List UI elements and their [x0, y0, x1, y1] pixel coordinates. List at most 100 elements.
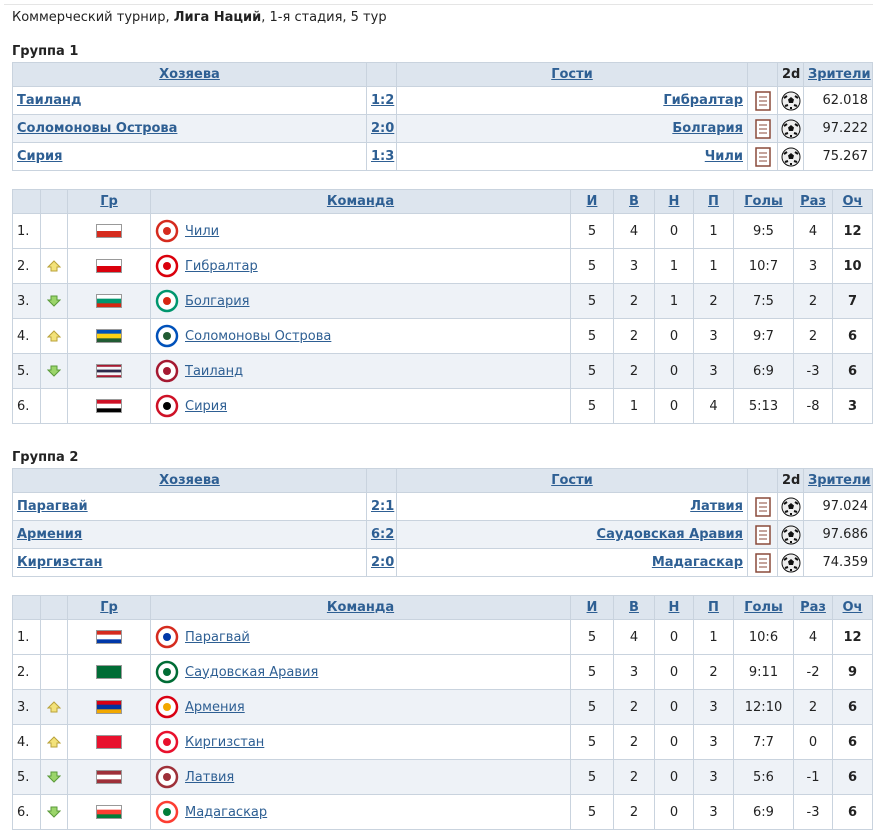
- score[interactable]: 2:1: [371, 499, 395, 514]
- team-link[interactable]: Сирия: [185, 398, 228, 414]
- away-team[interactable]: Латвия: [690, 499, 743, 514]
- flag: [96, 399, 122, 414]
- stat: 6: [832, 759, 873, 795]
- header-link[interactable]: Голы: [744, 600, 783, 615]
- team-link[interactable]: Армения: [185, 699, 245, 715]
- header-link[interactable]: Гости: [551, 67, 593, 82]
- home-team[interactable]: Армения: [17, 527, 83, 542]
- ball-link[interactable]: [781, 91, 801, 110]
- ball-link[interactable]: [781, 525, 801, 544]
- header-link[interactable]: Зрители: [808, 473, 871, 488]
- team-link[interactable]: Чили: [185, 223, 220, 239]
- stat: -1: [793, 759, 833, 795]
- team-link[interactable]: Мадагаскар: [185, 804, 268, 820]
- protocol-link[interactable]: [754, 118, 772, 139]
- tbody: 1. Парагвай 5 4 0 1 10:6 4 12 2. Саудовская Аравия…: [12, 619, 873, 830]
- header-link[interactable]: Н: [668, 600, 680, 615]
- header-link[interactable]: В: [629, 600, 639, 615]
- stat: 5: [570, 318, 614, 354]
- home-team[interactable]: Соломоновы Острова: [17, 121, 178, 136]
- header-link[interactable]: Н: [668, 194, 680, 209]
- tbody: Парагвай 2:1 Латвия 97.024 Армения 6:2 Саудовс…: [12, 492, 873, 577]
- stat: 6: [832, 353, 873, 389]
- protocol-link[interactable]: [754, 552, 772, 573]
- team: Парагвай: [155, 625, 566, 649]
- home-team[interactable]: Парагвай: [17, 499, 88, 514]
- home-team[interactable]: Таиланд: [17, 93, 82, 108]
- team-link[interactable]: Киргизстан: [185, 734, 265, 750]
- header-link[interactable]: П: [708, 600, 719, 615]
- header-link[interactable]: Гости: [551, 473, 593, 488]
- score[interactable]: 1:2: [371, 93, 395, 108]
- team-link[interactable]: Саудовская Аравия: [185, 664, 319, 680]
- protocol-link[interactable]: [754, 524, 772, 545]
- score[interactable]: 6:2: [371, 527, 395, 542]
- protocol-cell: [747, 142, 778, 171]
- ball-link[interactable]: [781, 147, 801, 166]
- flag: [96, 294, 122, 309]
- protocol-link[interactable]: [754, 496, 772, 517]
- stat: 5: [570, 213, 614, 249]
- standing-row: 4. Соломоновы Острова 5 2 0 3 9:7 2 6: [12, 318, 873, 354]
- score-cell: 2:1: [366, 492, 397, 521]
- match-row: Сирия 1:3 Чили 75.267: [12, 142, 873, 171]
- stat: 5: [570, 248, 614, 284]
- score[interactable]: 1:3: [371, 149, 395, 164]
- team-link[interactable]: Гибралтар: [185, 258, 258, 274]
- home-team[interactable]: Киргизстан: [17, 555, 103, 570]
- spectators: 62.018: [803, 86, 873, 115]
- team-link[interactable]: Таиланд: [185, 363, 244, 379]
- away-team[interactable]: Болгария: [672, 121, 743, 136]
- header-link[interactable]: В: [629, 194, 639, 209]
- trend-down: [46, 295, 62, 307]
- flag: [96, 630, 122, 645]
- header-link[interactable]: Команда: [326, 194, 395, 209]
- header-link[interactable]: Голы: [744, 194, 783, 209]
- ball-link[interactable]: [781, 553, 801, 572]
- header-link[interactable]: Раз: [800, 194, 826, 209]
- header-cell: П: [693, 189, 734, 214]
- team-logo: [155, 254, 179, 278]
- header-link[interactable]: Оч: [842, 194, 863, 209]
- stat: 10:7: [733, 248, 794, 284]
- flag-cell: [67, 724, 151, 760]
- stat: 4: [693, 388, 734, 424]
- matches-table: Хозяева Гости 2d Зрители Парагвай 2:1 Латвия 97…: [12, 468, 873, 577]
- header-link[interactable]: Гр: [100, 600, 118, 615]
- header-link[interactable]: И: [586, 194, 598, 209]
- header-link[interactable]: Оч: [842, 600, 863, 615]
- header-link[interactable]: Зрители: [808, 67, 871, 82]
- protocol-link[interactable]: [754, 90, 772, 111]
- header-cell: 2d: [777, 62, 804, 87]
- score[interactable]: 2:0: [371, 555, 395, 570]
- team-link[interactable]: Парагвай: [185, 629, 250, 645]
- ball-link[interactable]: [781, 119, 801, 138]
- home-cell: Таиланд: [12, 86, 367, 115]
- header-link[interactable]: Раз: [800, 600, 826, 615]
- stat: 3: [693, 724, 734, 760]
- stat: 12: [832, 213, 873, 249]
- flag-cell: [67, 794, 151, 830]
- team-link[interactable]: Латвия: [185, 769, 235, 785]
- protocol-link[interactable]: [754, 146, 772, 167]
- away-team[interactable]: Гибралтар: [663, 93, 743, 108]
- away-team[interactable]: Саудовская Аравия: [596, 527, 743, 542]
- stat: 3: [832, 388, 873, 424]
- header-link[interactable]: Хозяева: [159, 67, 220, 82]
- header-link[interactable]: Команда: [326, 600, 395, 615]
- score[interactable]: 2:0: [371, 121, 395, 136]
- team-link[interactable]: Болгария: [185, 293, 250, 309]
- protocol-cell: [747, 520, 778, 549]
- header-link[interactable]: П: [708, 194, 719, 209]
- ball-cell: [777, 520, 804, 549]
- away-team[interactable]: Чили: [704, 149, 743, 164]
- header-link[interactable]: Хозяева: [159, 473, 220, 488]
- ball-link[interactable]: [781, 497, 801, 516]
- home-team[interactable]: Сирия: [17, 149, 63, 164]
- header-link[interactable]: И: [586, 600, 598, 615]
- away-team[interactable]: Мадагаскар: [651, 555, 743, 570]
- header-link[interactable]: Гр: [100, 194, 118, 209]
- team-link[interactable]: Соломоновы Острова: [185, 328, 332, 344]
- stat: -3: [793, 353, 833, 389]
- stat: 5: [570, 794, 614, 830]
